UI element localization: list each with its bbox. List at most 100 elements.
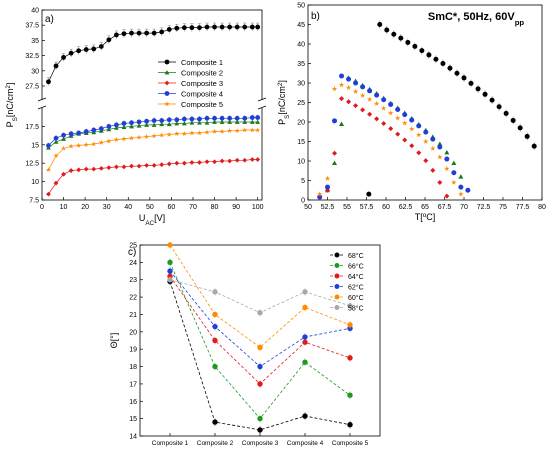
data-point xyxy=(234,115,240,121)
data-point xyxy=(219,128,225,134)
data-point xyxy=(91,46,97,52)
data-point xyxy=(380,105,387,111)
data-point xyxy=(316,191,323,197)
data-point xyxy=(197,116,202,122)
x-axis-title-part: C] xyxy=(426,212,435,222)
y-axis-title-part: 2 xyxy=(5,85,12,89)
panel-label: c) xyxy=(128,247,136,258)
data-point xyxy=(347,392,353,398)
data-point xyxy=(437,144,443,150)
data-point xyxy=(166,161,172,167)
y-tick-label: 24 xyxy=(129,260,137,267)
data-point xyxy=(430,145,436,151)
y-tick-label: 25 xyxy=(297,100,305,107)
y-axis-title-part: P xyxy=(277,119,287,125)
data-point xyxy=(489,97,495,103)
data-point xyxy=(174,131,180,136)
data-point xyxy=(409,126,415,132)
data-point xyxy=(255,24,261,30)
y-tick-label: 22 xyxy=(129,295,137,302)
data-point xyxy=(416,131,422,138)
data-point xyxy=(212,323,218,330)
data-point xyxy=(121,136,127,142)
data-point xyxy=(129,120,134,126)
data-point xyxy=(423,158,429,164)
data-point xyxy=(68,143,74,149)
panel-a-ps-vs-voltage: 0 10 20 30 40 50 60 70 80 90 10027.53032.53537.540… xyxy=(5,8,267,227)
x-tick-label: Composite 3 xyxy=(242,440,279,447)
data-point xyxy=(475,86,481,92)
data-point xyxy=(212,115,217,121)
data-point xyxy=(167,268,173,274)
data-point xyxy=(114,32,119,38)
y-tick-label: 15 xyxy=(31,142,39,149)
legend-label: 66°C xyxy=(348,263,364,271)
data-point xyxy=(255,127,261,133)
x-tick-label: 20 xyxy=(81,204,89,211)
data-point xyxy=(360,84,366,90)
data-point xyxy=(113,136,120,142)
data-point xyxy=(359,92,366,98)
chart-title-part: SmC*, 50Hz, 60V xyxy=(428,11,515,23)
data-point xyxy=(106,124,112,129)
data-point xyxy=(242,24,248,30)
data-point xyxy=(227,119,233,124)
data-point xyxy=(83,47,89,52)
data-point xyxy=(346,99,352,105)
data-point xyxy=(451,170,457,176)
data-point xyxy=(366,191,372,197)
data-point xyxy=(174,117,180,123)
data-point xyxy=(398,35,404,41)
panel-c-frame xyxy=(139,244,381,437)
data-point xyxy=(204,24,210,30)
data-point xyxy=(76,130,82,136)
data-point xyxy=(345,84,352,91)
data-point xyxy=(302,413,308,419)
x-axis-title-part: U xyxy=(139,213,146,223)
data-point xyxy=(384,27,390,33)
data-point xyxy=(219,24,225,30)
data-point xyxy=(212,311,218,318)
x-tick-label: 67.5 xyxy=(438,204,452,211)
y-tick-label: 37.5 xyxy=(25,23,39,30)
data-point xyxy=(83,142,89,148)
data-point xyxy=(61,171,66,177)
data-point xyxy=(189,120,195,125)
x-tick-label: 30 xyxy=(103,204,111,211)
y-tick-label: 7.5 xyxy=(29,198,39,205)
data-point xyxy=(106,165,112,171)
data-point xyxy=(204,115,210,121)
data-point xyxy=(68,168,74,173)
data-point xyxy=(212,289,218,295)
data-point xyxy=(136,163,142,169)
legend-marker xyxy=(334,273,340,279)
data-point xyxy=(447,65,453,71)
data-point xyxy=(227,24,233,30)
data-point xyxy=(151,163,157,168)
y-axis-title-part: S xyxy=(12,117,19,121)
data-point xyxy=(83,129,89,134)
data-point xyxy=(121,121,127,126)
data-point xyxy=(458,174,464,179)
legend-marker xyxy=(164,101,170,107)
x-tick-label: 70 xyxy=(189,204,197,211)
data-point xyxy=(242,119,248,124)
x-tick-label: 100 xyxy=(252,204,264,211)
data-point xyxy=(437,154,443,160)
data-point xyxy=(440,61,446,66)
data-point xyxy=(151,118,157,123)
data-point xyxy=(61,55,66,60)
y-tick-label: 0 xyxy=(301,198,305,205)
legend-marker xyxy=(334,305,340,310)
legend-label: 58°C xyxy=(348,305,364,313)
data-point xyxy=(257,310,263,316)
y-axis-title-part: S xyxy=(284,115,291,119)
data-point xyxy=(167,259,173,266)
data-point xyxy=(437,141,443,146)
x-axis-title: UAC[V] xyxy=(139,213,165,227)
y-axis-title-part: [nC/cm xyxy=(5,89,15,118)
data-point xyxy=(353,80,359,86)
data-point xyxy=(444,156,450,162)
data-point xyxy=(211,128,218,134)
data-point xyxy=(189,116,195,122)
